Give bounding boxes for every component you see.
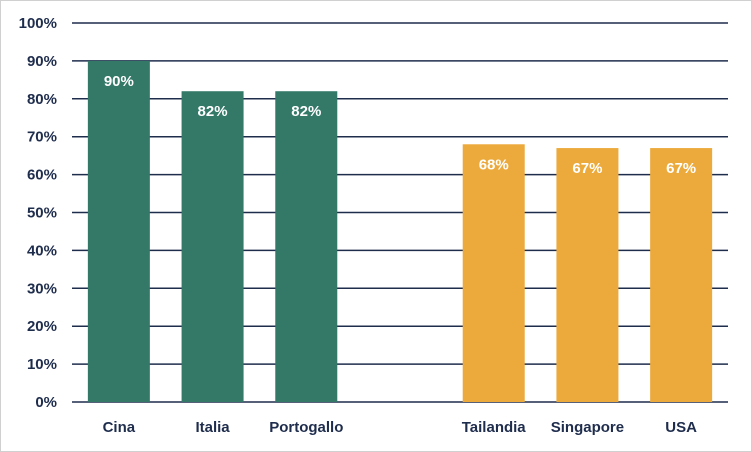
y-tick-label: 100% xyxy=(19,15,57,32)
data-label: 82% xyxy=(198,103,228,120)
category-label: USA xyxy=(665,419,697,436)
y-tick-label: 90% xyxy=(27,53,57,70)
bar xyxy=(556,148,619,402)
y-tick-label: 60% xyxy=(27,167,57,184)
y-tick-label: 0% xyxy=(35,394,57,411)
category-label: Cina xyxy=(103,419,136,436)
data-label: 67% xyxy=(572,160,602,177)
y-tick-label: 80% xyxy=(27,91,57,108)
bars xyxy=(87,60,713,403)
x-axis-categories: Cina Italia Portogallo Tailandia Singapore US… xyxy=(103,419,698,436)
category-label: Tailandia xyxy=(462,419,527,436)
bar xyxy=(87,60,150,403)
data-label: 90% xyxy=(104,73,134,90)
y-tick-label: 40% xyxy=(27,242,57,259)
category-label: Portogallo xyxy=(269,419,343,436)
category-label: Italia xyxy=(195,419,230,436)
gridlines xyxy=(72,22,728,403)
y-axis-ticks: 0% 10% 20% 30% 40% 50% 60% 70% 80% 90% 100% xyxy=(19,15,57,411)
y-tick-label: 30% xyxy=(27,280,57,297)
y-tick-label: 70% xyxy=(27,129,57,146)
category-label: Singapore xyxy=(551,419,624,436)
bar xyxy=(181,91,244,402)
bar xyxy=(650,148,713,402)
bar xyxy=(462,144,525,402)
data-label: 68% xyxy=(479,156,509,173)
data-label: 67% xyxy=(666,160,696,177)
bar xyxy=(275,91,338,402)
y-tick-label: 20% xyxy=(27,318,57,335)
data-labels: 90% 82% 82% 68% 67% 67% xyxy=(104,73,696,177)
y-tick-label: 50% xyxy=(27,205,57,222)
data-label: 82% xyxy=(291,103,321,120)
y-tick-label: 10% xyxy=(27,356,57,373)
